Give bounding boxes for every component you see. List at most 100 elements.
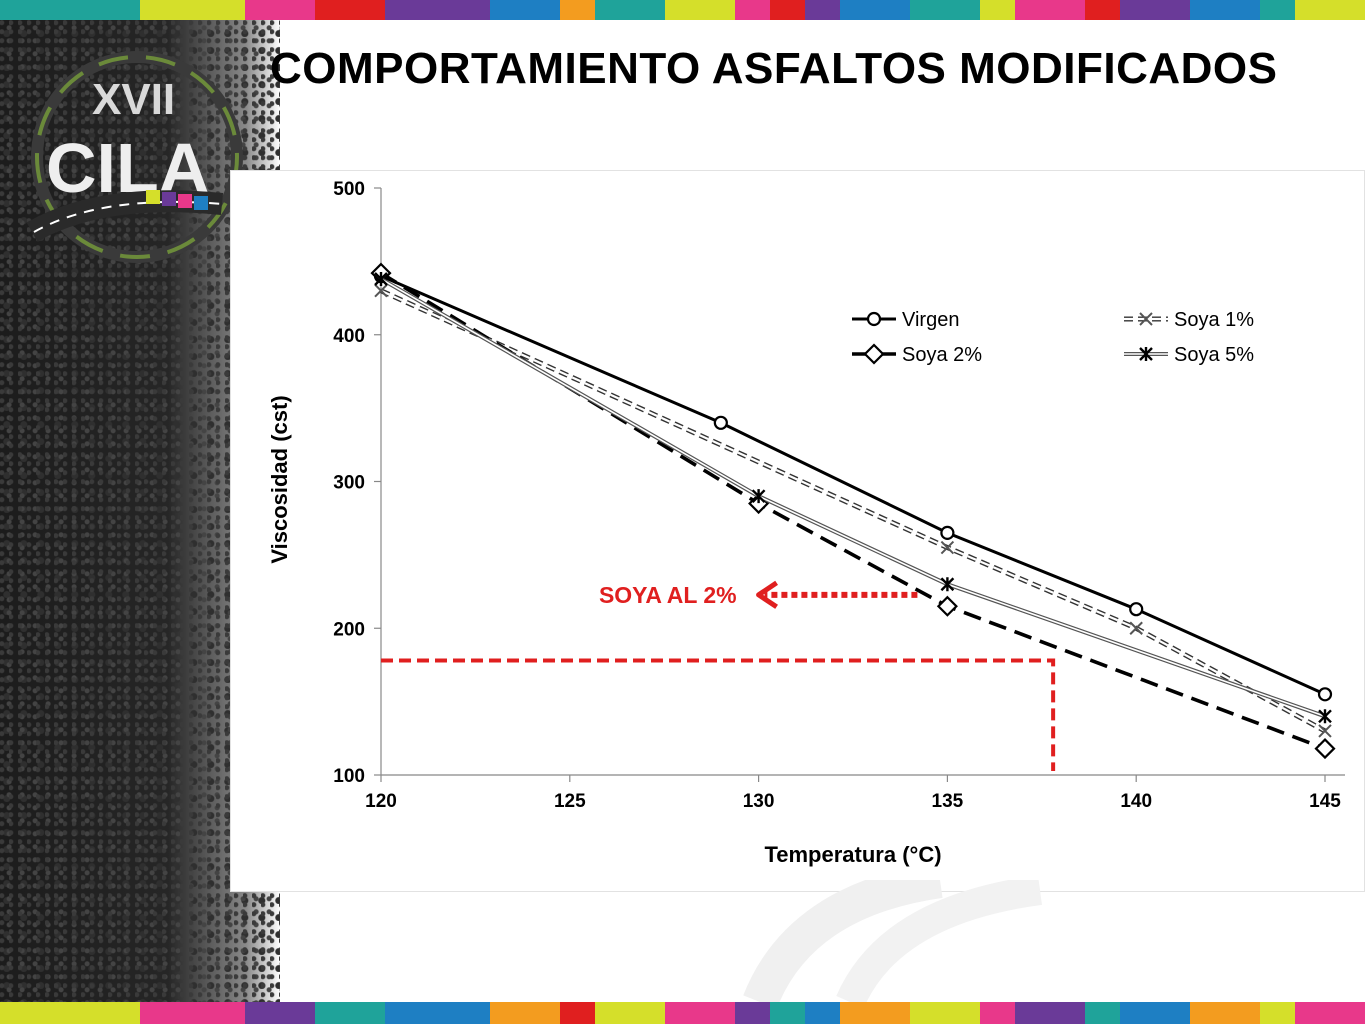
stripe-segment [70, 1002, 105, 1024]
reference-dashed-line [381, 658, 1056, 771]
stripe-segment [1190, 1002, 1225, 1024]
series-soya-1 [374, 284, 1332, 738]
legend-item-virgen-marker [866, 311, 882, 327]
stripe-segment [1225, 1002, 1260, 1024]
series-virgen-point [940, 525, 955, 540]
stripe-segment [595, 0, 630, 20]
stripe-segment [595, 1002, 630, 1024]
series-soya-2 [370, 262, 1336, 760]
stripe-segment [455, 1002, 490, 1024]
stripe-segment [840, 0, 875, 20]
stripe-segment [630, 0, 665, 20]
stripe-segment [1155, 0, 1190, 20]
series-soya-5-line-inner [380, 278, 1326, 718]
cila-logo: XVII CILA [26, 51, 243, 263]
stripe-segment [490, 1002, 525, 1024]
chart-legend: Virgen Soya 1% Soya 2% Soya 5% [852, 309, 1254, 366]
stripe-segment [945, 0, 980, 20]
annotation-soya-2-label: SOYA AL 2% [599, 582, 737, 608]
logo-xvii: XVII [92, 75, 175, 124]
stripe-segment [1330, 0, 1365, 20]
legend-item-virgen-label: Virgen [902, 309, 959, 331]
stripe-segment [0, 1002, 35, 1024]
top-color-stripe [0, 0, 1365, 20]
stripe-segment [735, 0, 770, 20]
stripe-segment [1015, 1002, 1050, 1024]
stripe-segment [945, 1002, 980, 1024]
stripe-segment [385, 1002, 420, 1024]
stripe-segment [210, 0, 245, 20]
stripe-segment [770, 1002, 805, 1024]
legend-item-soya-5: Soya 5% [1124, 344, 1254, 366]
series-virgen-point [1129, 602, 1144, 617]
stripe-segment [910, 1002, 945, 1024]
legend-item-soya-2-marker [863, 343, 885, 365]
x-tick-label: 125 [554, 791, 586, 812]
stripe-segment [560, 0, 595, 20]
stripe-segment [700, 1002, 735, 1024]
x-tick-label: 135 [932, 791, 964, 812]
stripe-segment [175, 1002, 210, 1024]
stripe-segment [875, 1002, 910, 1024]
series-soya-5-point [374, 271, 388, 286]
stripe-segment [280, 0, 315, 20]
stripe-segment [1295, 0, 1330, 20]
decorative-swoosh [743, 880, 1042, 1002]
stripe-segment [805, 1002, 840, 1024]
series-soya-5-point [1318, 709, 1332, 724]
stripe-segment [1225, 0, 1260, 20]
series-virgen-line [380, 274, 1326, 696]
series-soya-1-point [1318, 724, 1332, 738]
stripe-segment [1190, 0, 1225, 20]
stripe-segment [1050, 0, 1085, 20]
legend-item-soya-1-label: Soya 1% [1174, 309, 1254, 331]
stripe-segment [1120, 0, 1155, 20]
series-soya-1-point [374, 284, 388, 298]
series-layer [370, 262, 1336, 760]
red-annotations [381, 580, 1056, 771]
stripe-segment [1155, 1002, 1190, 1024]
stripe-segment [245, 0, 280, 20]
stripe-segment [420, 1002, 455, 1024]
series-virgen-point [1317, 687, 1333, 702]
slide-title: COMPORTAMIENTO ASFALTOS MODIFICADOS [270, 44, 1278, 93]
y-tick-label: 300 [333, 473, 365, 494]
stripe-segment [315, 1002, 350, 1024]
series-soya-2-point [1314, 738, 1336, 760]
series-soya-1-point [1129, 621, 1143, 635]
chart-axes: 100 200 300 400 500 120 125 130 135 140 145 [333, 179, 1345, 812]
y-tick-label: 100 [333, 766, 365, 787]
stripe-segment [420, 0, 455, 20]
legend-item-soya-2: Soya 2% [852, 343, 982, 366]
legend-item-soya-5-marker [1139, 347, 1153, 361]
stripe-segment [910, 0, 945, 20]
stripe-segment [665, 0, 700, 20]
stripe-segment [1330, 1002, 1365, 1024]
x-tick-label: 130 [743, 791, 775, 812]
bottom-color-stripe [0, 1002, 1365, 1024]
series-soya-1-point [940, 540, 955, 555]
stripe-segment [105, 1002, 140, 1024]
stripe-segment [490, 0, 525, 20]
stripe-segment [210, 1002, 245, 1024]
stripe-segment [525, 1002, 560, 1024]
stripe-segment [1260, 1002, 1295, 1024]
stripe-segment [350, 0, 385, 20]
stripe-segment [1260, 0, 1295, 20]
legend-item-virgen: Virgen [852, 309, 959, 331]
legend-item-soya-1: Soya 1% [1124, 309, 1254, 331]
stripe-segment [70, 0, 105, 20]
stripe-segment [700, 0, 735, 20]
series-soya-1-line-inner [380, 289, 1326, 732]
stripe-segment [840, 1002, 875, 1024]
stripe-segment [980, 1002, 1015, 1024]
stripe-segment [350, 1002, 385, 1024]
stripe-segment [140, 1002, 175, 1024]
stripe-segment [35, 0, 70, 20]
stripe-segment [385, 0, 420, 20]
x-tick-label: 120 [365, 791, 397, 812]
chart-panel [230, 170, 1365, 892]
stripe-segment [525, 0, 560, 20]
series-virgen-point [713, 415, 728, 430]
